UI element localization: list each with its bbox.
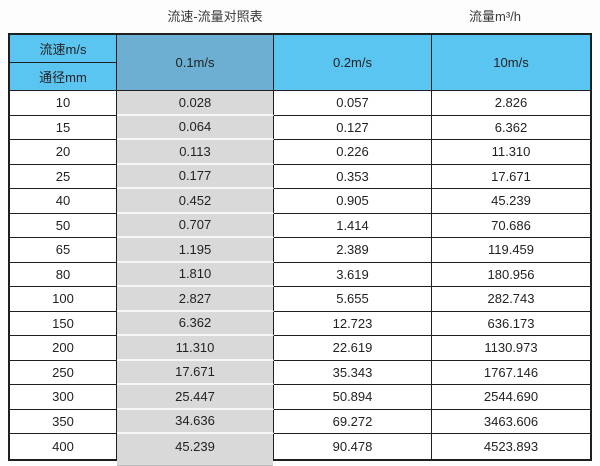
header-column-10ms: 10m/s [432,35,590,91]
cell-flow-0.1ms: 17.671 [117,360,274,385]
table-row: 50 0.707 1.414 70.686 [10,213,590,238]
cell-flow-0.2ms: 0.226 [274,140,432,165]
cell-flow-0.2ms: 22.619 [274,336,432,361]
flow-unit-label: 流量m³/h [468,9,521,24]
cell-flow-10ms: 282.743 [432,287,590,312]
cell-flow-0.2ms: 1.414 [274,213,432,238]
cell-flow-10ms: 11.310 [432,140,590,165]
cell-flow-0.1ms: 0.028 [117,91,274,116]
table-row: 80 1.810 3.619 180.956 [10,262,590,287]
cell-flow-0.2ms: 0.905 [274,189,432,214]
cell-flow-0.2ms: 0.127 [274,115,432,140]
table-row: 400 45.239 90.478 4523.893 [10,434,590,465]
cell-diameter: 40 [10,189,117,214]
cell-diameter: 150 [10,311,117,336]
flow-conversion-table: 流速m/s 0.1m/s 0.2m/s 10m/s 通径mm 10 0.028 0.… [8,33,592,465]
cell-flow-0.1ms: 25.447 [117,385,274,410]
cell-flow-10ms: 119.459 [432,238,590,263]
cell-flow-0.1ms: 1.195 [117,238,274,263]
cell-diameter: 80 [10,262,117,287]
cell-flow-0.2ms: 12.723 [274,311,432,336]
cell-flow-10ms: 6.362 [432,115,590,140]
page-title: 流速-流量对照表 [167,9,263,24]
cell-diameter: 15 [10,115,117,140]
cell-diameter: 400 [10,434,117,459]
cell-diameter: 65 [10,238,117,263]
cell-flow-0.1ms: 6.362 [117,311,274,336]
table-header: 流速m/s 0.1m/s 0.2m/s 10m/s 通径mm [10,35,590,91]
cell-flow-0.1ms: 0.064 [117,115,274,140]
cell-flow-0.2ms: 69.272 [274,409,432,434]
cell-flow-10ms: 1130.973 [432,336,590,361]
cell-flow-0.2ms: 50.894 [274,385,432,410]
table-row: 200 11.310 22.619 1130.973 [10,336,590,361]
header-velocity-label: 流速m/s [10,35,117,63]
cell-flow-0.1ms: 0.177 [117,164,274,189]
cell-flow-0.2ms: 35.343 [274,360,432,385]
cell-flow-10ms: 2544.690 [432,385,590,410]
cell-flow-10ms: 180.956 [432,262,590,287]
cell-flow-10ms: 45.239 [432,189,590,214]
header-column-0.1ms: 0.1m/s [117,35,274,91]
table-row: 10 0.028 0.057 2.826 [10,91,590,116]
cell-flow-0.1ms: 1.810 [117,262,274,287]
cell-flow-0.1ms: 34.636 [117,409,274,434]
cell-flow-10ms: 2.826 [432,91,590,116]
cell-flow-0.1ms: 2.827 [117,287,274,312]
cell-flow-10ms: 1767.146 [432,360,590,385]
cell-diameter: 25 [10,164,117,189]
cell-flow-0.1ms: 45.239 [117,434,274,465]
cell-flow-0.2ms: 3.619 [274,262,432,287]
cell-flow-0.2ms: 5.655 [274,287,432,312]
table-body: 10 0.028 0.057 2.826 15 0.064 0.127 6.362 20 0.11… [10,91,590,465]
cell-flow-0.1ms: 0.707 [117,213,274,238]
table-row: 250 17.671 35.343 1767.146 [10,360,590,385]
cell-flow-0.1ms: 0.113 [117,140,274,165]
table-row: 65 1.195 2.389 119.459 [10,238,590,263]
cell-flow-0.1ms: 0.452 [117,189,274,214]
table-row: 350 34.636 69.272 3463.606 [10,409,590,434]
table-row: 25 0.177 0.353 17.671 [10,164,590,189]
header-column-0.2ms: 0.2m/s [274,35,432,91]
table-row: 150 6.362 12.723 636.173 [10,311,590,336]
table-row: 300 25.447 50.894 2544.690 [10,385,590,410]
cell-diameter: 100 [10,287,117,312]
cell-flow-10ms: 17.671 [432,164,590,189]
cell-flow-0.2ms: 2.389 [274,238,432,263]
table-row: 15 0.064 0.127 6.362 [10,115,590,140]
cell-flow-0.1ms: 11.310 [117,336,274,361]
cell-flow-0.2ms: 0.353 [274,164,432,189]
header-diameter-label: 通径mm [10,63,117,91]
cell-diameter: 20 [10,140,117,165]
cell-flow-10ms: 70.686 [432,213,590,238]
cell-diameter: 10 [10,91,117,116]
cell-diameter: 200 [10,336,117,361]
cell-diameter: 350 [10,409,117,434]
table-row: 40 0.452 0.905 45.239 [10,189,590,214]
cell-flow-10ms: 4523.893 [432,434,590,459]
cell-diameter: 300 [10,385,117,410]
table-row: 100 2.827 5.655 282.743 [10,287,590,312]
cell-flow-10ms: 3463.606 [432,409,590,434]
cell-diameter: 250 [10,360,117,385]
cell-flow-10ms: 636.173 [432,311,590,336]
table-row: 20 0.113 0.226 11.310 [10,140,590,165]
cell-diameter: 50 [10,213,117,238]
cell-flow-0.2ms: 90.478 [274,434,432,459]
cell-flow-0.2ms: 0.057 [274,91,432,116]
